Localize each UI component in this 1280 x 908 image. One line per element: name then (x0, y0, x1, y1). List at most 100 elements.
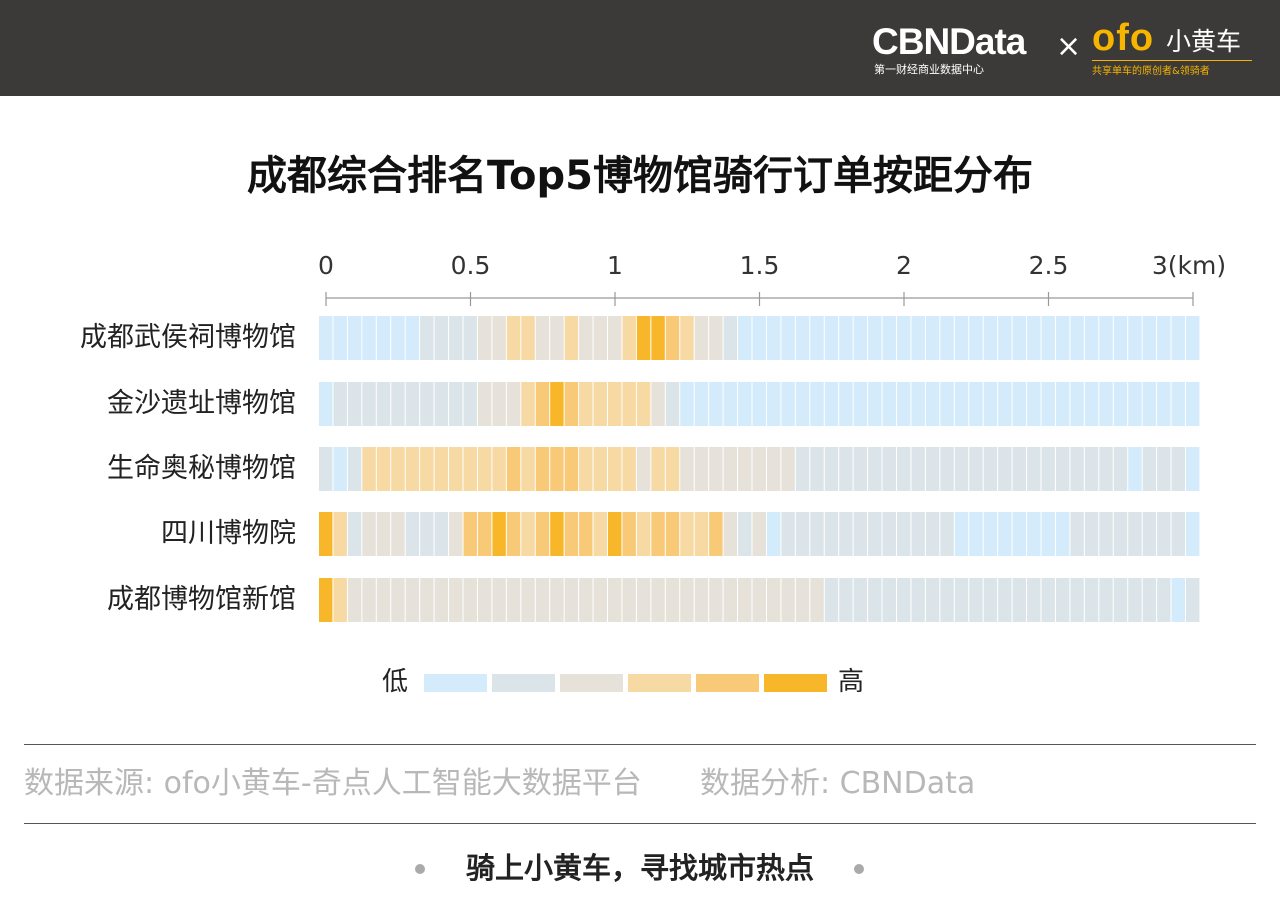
heatmap-cell (911, 447, 925, 491)
heatmap-cell (405, 316, 420, 360)
heatmap-cell (608, 447, 622, 491)
heatmap-cell (319, 512, 333, 556)
heatmap-cell (752, 316, 766, 360)
heatmap-cell (420, 447, 434, 491)
heatmap-cell (434, 447, 449, 491)
heatmap-cell (550, 316, 564, 360)
heatmap-cell (795, 382, 810, 426)
heatmap-cell (1113, 512, 1128, 556)
data-analysis-text: 数据分析: CBNData (700, 766, 976, 801)
heatmap-cell (391, 382, 405, 426)
heatmap-cell (954, 512, 969, 556)
heatmap-cell (1099, 447, 1113, 491)
heatmap-cell (362, 382, 376, 426)
heatmap-cell (593, 578, 607, 622)
heatmap-cell (969, 578, 983, 622)
heatmap-cell (376, 316, 391, 360)
heatmap-cell (492, 447, 506, 491)
heatmap-cell (680, 578, 694, 622)
heatmap-cell (897, 578, 911, 622)
cbndata-logo: CBNData (872, 21, 1026, 62)
heatmap-cell (1055, 316, 1070, 360)
heatmap-cell (1084, 512, 1099, 556)
heatmap-cell (1084, 578, 1099, 622)
heatmap-cell (506, 316, 521, 360)
heatmap-cell (897, 316, 911, 360)
heatmap-cell (564, 447, 579, 491)
heatmap-cell (477, 316, 492, 360)
heatmap-cell (1070, 512, 1084, 556)
heatmap-row (319, 382, 1200, 426)
heatmap-cell (680, 382, 694, 426)
heatmap-cell (1157, 578, 1171, 622)
heatmap-cell (535, 447, 550, 491)
heatmap-cell (608, 578, 622, 622)
heatmap-cell (1012, 578, 1027, 622)
heatmap-cell (579, 512, 593, 556)
heatmap-cell (1157, 447, 1171, 491)
heatmap-cell (882, 578, 896, 622)
heatmap-cell (579, 382, 593, 426)
legend-swatch (696, 674, 759, 692)
heatmap-cell (521, 512, 535, 556)
heatmap-cell (723, 447, 738, 491)
heatmap-cell (651, 447, 665, 491)
heatmap-cell (651, 316, 665, 360)
ofo-logo: ofo (1092, 17, 1155, 59)
heatmap-cell (636, 512, 651, 556)
heatmap-cell (1070, 578, 1084, 622)
heatmap-cell (1084, 316, 1099, 360)
heatmap-cell (983, 512, 998, 556)
heatmap-cell (593, 447, 607, 491)
heatmap-cell (521, 447, 535, 491)
heatmap-cell (1171, 316, 1185, 360)
heatmap-cell (579, 447, 593, 491)
heatmap-cell (622, 578, 636, 622)
heatmap-cell (1128, 447, 1142, 491)
heatmap-cell (333, 316, 347, 360)
x-tick-label: 3(km) (1151, 251, 1227, 280)
heatmap-cell (897, 447, 911, 491)
heatmap-chart (319, 292, 1200, 622)
heatmap-cell (608, 382, 622, 426)
heatmap-cell (1142, 382, 1157, 426)
heatmap-cell (492, 382, 506, 426)
heatmap-cell (333, 447, 347, 491)
heatmap-cell (362, 447, 376, 491)
heatmap-cell (376, 512, 391, 556)
heatmap-cell (781, 512, 795, 556)
heatmap-cell (506, 447, 521, 491)
heatmap-cell (506, 578, 521, 622)
x-tick-label: 0 (318, 251, 334, 280)
heatmap-cell (463, 382, 477, 426)
heatmap-cell (954, 447, 969, 491)
heatmap-cell (1070, 447, 1084, 491)
heatmap-cell (738, 382, 752, 426)
heatmap-cell (954, 382, 969, 426)
heatmap-cell (738, 316, 752, 360)
heatmap-cell (853, 382, 868, 426)
heatmap-cell (391, 447, 405, 491)
heatmap-cell (824, 512, 839, 556)
heatmap-cell (752, 447, 766, 491)
heatmap-cell (1027, 382, 1041, 426)
heatmap-cell (492, 316, 506, 360)
heatmap-cell (550, 578, 564, 622)
heatmap-cell (579, 578, 593, 622)
heatmap-cell (1113, 447, 1128, 491)
heatmap-cell (766, 316, 781, 360)
heatmap-cell (1186, 578, 1200, 622)
heatmap-cell (608, 316, 622, 360)
heatmap-cell (1142, 316, 1157, 360)
heatmap-cell (925, 512, 940, 556)
heatmap-cell (362, 512, 376, 556)
heatmap-cell (925, 447, 940, 491)
heatmap-cell (738, 512, 752, 556)
heatmap-cell (925, 578, 940, 622)
heatmap-cell (333, 578, 347, 622)
slogan-bullet-right-icon (854, 864, 864, 874)
heatmap-cell (853, 447, 868, 491)
heatmap-cell (882, 382, 896, 426)
row-label: 生命奥秘博物馆 (107, 453, 296, 484)
heatmap-cell (405, 512, 420, 556)
